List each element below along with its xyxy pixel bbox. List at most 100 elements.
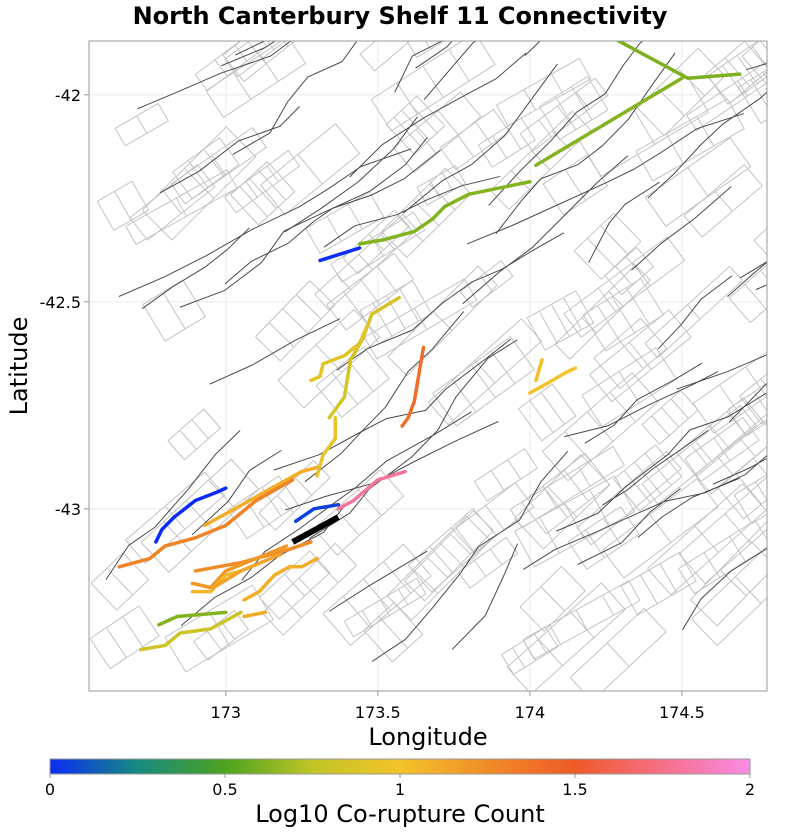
fault-plane-divider <box>266 165 279 182</box>
rupture-trace <box>242 556 319 602</box>
fault-plane-outline <box>641 389 699 445</box>
fault-plane-divider <box>781 56 800 90</box>
fault-plane-divider <box>376 265 398 293</box>
fault-trace <box>402 63 558 214</box>
fault-plane-divider <box>316 560 339 584</box>
fault-plane-divider <box>760 378 767 388</box>
fault-plane-divider <box>413 307 428 330</box>
fault-plane-divider <box>550 304 570 337</box>
fault-plane-divider <box>782 362 800 390</box>
colorbar-tick-label: 0 <box>45 780 55 799</box>
fault-plane-divider <box>105 627 127 659</box>
fault-plane-divider <box>759 41 767 50</box>
colorbar-tick-label: 1.5 <box>562 780 587 799</box>
fault-plane-outline <box>501 626 559 675</box>
fault-plane-divider <box>544 487 557 508</box>
x-tick-label: 174.5 <box>659 703 705 722</box>
fault-plane-divider <box>538 638 563 667</box>
fault-plane-outline <box>765 87 767 92</box>
fault-plane-divider <box>611 296 636 334</box>
fault-plane-outline <box>554 264 651 360</box>
fault-plane-divider <box>398 588 409 605</box>
fault-plane-divider <box>206 630 222 651</box>
fault-trace <box>466 113 744 245</box>
x-ticks: 173 173.5 174 174.5 <box>211 691 705 722</box>
fault-plane-divider <box>507 459 522 480</box>
fault-plane-outline <box>513 454 611 550</box>
x-tick-label: 173.5 <box>355 703 401 722</box>
fault-plane-divider <box>450 527 476 555</box>
fault-plane-divider <box>551 73 564 95</box>
fault-plane-outline <box>741 41 767 84</box>
fault-plane-divider <box>563 469 589 502</box>
fault-plane-divider <box>564 169 586 201</box>
fault-plane-divider <box>649 514 672 543</box>
fault-plane-divider <box>634 461 662 495</box>
fault-plane-outline <box>277 308 381 409</box>
fault-plane-divider <box>615 265 633 286</box>
fault-plane-outline <box>589 309 692 403</box>
fault-plane-outline <box>89 605 160 670</box>
rupture-trace <box>202 465 319 528</box>
fault-plane-outline <box>125 169 238 245</box>
fault-trace <box>676 354 767 390</box>
fault-plane-divider <box>457 134 475 158</box>
fault-plane-outline <box>363 602 424 663</box>
fault-plane-divider <box>563 297 582 331</box>
x-tick-label: 174 <box>515 703 546 722</box>
fault-trace <box>462 155 629 305</box>
fault-plane-divider <box>665 133 684 164</box>
fault-plane-outline <box>644 137 752 227</box>
fault-plane-divider <box>378 616 408 649</box>
fault-trace <box>209 318 341 385</box>
fault-plane-divider <box>531 150 551 171</box>
fault-plane-divider <box>475 121 492 145</box>
fault-plane-divider <box>490 350 516 384</box>
fault-plane-divider <box>448 49 470 82</box>
fault-plane-divider <box>523 640 537 661</box>
fault-plane-outline <box>125 471 226 564</box>
fault-plane-divider <box>208 479 237 511</box>
fault-plane-divider <box>485 505 505 530</box>
fault-plane-divider <box>597 287 617 312</box>
fault-plane-outline <box>359 41 411 72</box>
fault-plane-divider <box>383 561 412 594</box>
fault-plane-divider <box>385 295 406 330</box>
fault-plane-outline <box>96 180 150 231</box>
rupture-trace <box>528 366 578 395</box>
colorbar-label: Log10 Co-rupture Count <box>255 800 545 828</box>
rupture-trace <box>157 610 228 627</box>
fault-plane-divider <box>760 418 767 427</box>
fault-trace <box>323 175 501 248</box>
fault-plane-outline <box>114 102 169 147</box>
fault-trace <box>137 41 292 110</box>
fault-plane-divider <box>232 72 252 100</box>
fault-plane-divider <box>489 548 503 566</box>
fault-plane-divider <box>657 87 685 117</box>
fault-plane-outline <box>170 127 267 205</box>
fault-plane-outline <box>519 565 586 632</box>
fault-plane-divider <box>380 234 396 251</box>
fault-plane-divider <box>214 59 228 77</box>
fault-trace <box>727 261 767 297</box>
fault-plane-divider <box>450 533 471 555</box>
fault-plane-outline <box>129 164 216 241</box>
fault-plane-divider <box>794 69 800 84</box>
fault-trace <box>647 91 767 199</box>
fault-plane-outline <box>519 77 609 152</box>
fault-plane-divider <box>753 391 767 413</box>
fault-plane-divider <box>737 80 749 97</box>
rupture-trace <box>615 41 742 81</box>
rupture-trace <box>309 320 371 383</box>
fault-trace <box>394 41 443 93</box>
fault-plane-divider <box>284 573 305 597</box>
fault-plane-outline <box>538 76 609 141</box>
fault-plane-outline <box>766 63 767 67</box>
fault-plane-divider <box>257 169 287 201</box>
fault-plane-divider <box>587 237 615 267</box>
fault-plane-divider <box>660 407 680 428</box>
fault-plane-outline <box>370 41 496 132</box>
fault-plane-divider <box>492 135 508 159</box>
fault-plane-divider <box>602 517 623 547</box>
fault-plane-divider <box>191 419 209 439</box>
